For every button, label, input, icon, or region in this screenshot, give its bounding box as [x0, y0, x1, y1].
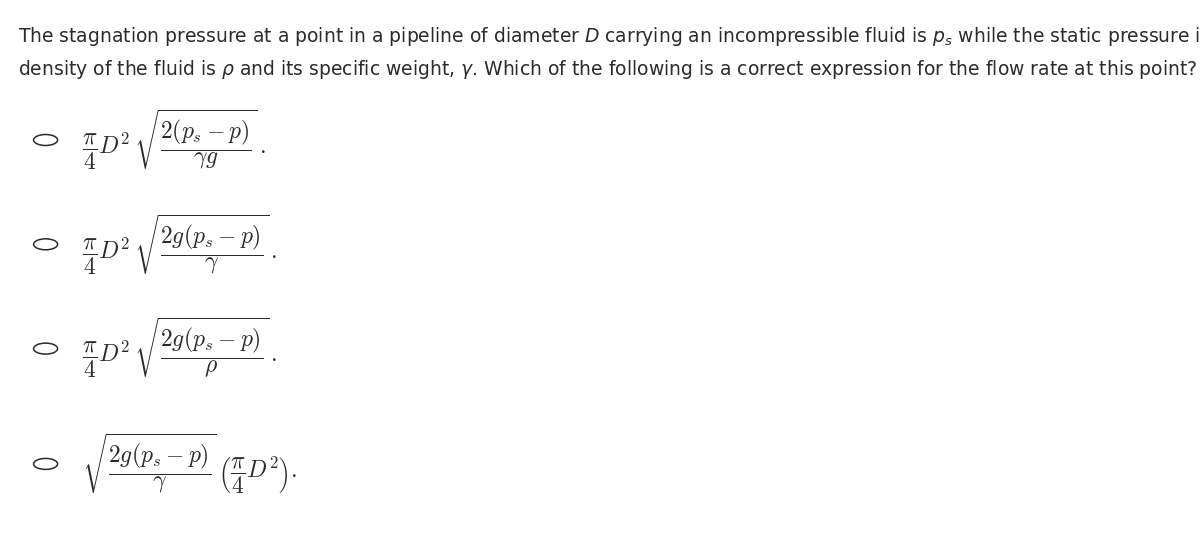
Text: $\dfrac{\pi}{4}D^2\,\sqrt{\dfrac{2(p_s - p)}{\gamma g}}\,.$: $\dfrac{\pi}{4}D^2\,\sqrt{\dfrac{2(p_s -… [82, 108, 265, 172]
Text: density of the fluid is $\rho$ and its specific weight, $\gamma$. Which of the f: density of the fluid is $\rho$ and its s… [18, 58, 1198, 81]
Text: $\sqrt{\dfrac{2g(p_s - p)}{\gamma}}\,\left(\dfrac{\pi}{4}D^2\right).$: $\sqrt{\dfrac{2g(p_s - p)}{\gamma}}\,\le… [82, 432, 296, 496]
Text: $\dfrac{\pi}{4}D^2\,\sqrt{\dfrac{2g(p_s - p)}{\rho}}\,.$: $\dfrac{\pi}{4}D^2\,\sqrt{\dfrac{2g(p_s … [82, 316, 277, 381]
Text: $\dfrac{\pi}{4}D^2\,\sqrt{\dfrac{2g(p_s - p)}{\gamma}}\,.$: $\dfrac{\pi}{4}D^2\,\sqrt{\dfrac{2g(p_s … [82, 212, 277, 277]
Text: The stagnation pressure at a point in a pipeline of diameter $D$ carrying an inc: The stagnation pressure at a point in a … [18, 25, 1200, 48]
